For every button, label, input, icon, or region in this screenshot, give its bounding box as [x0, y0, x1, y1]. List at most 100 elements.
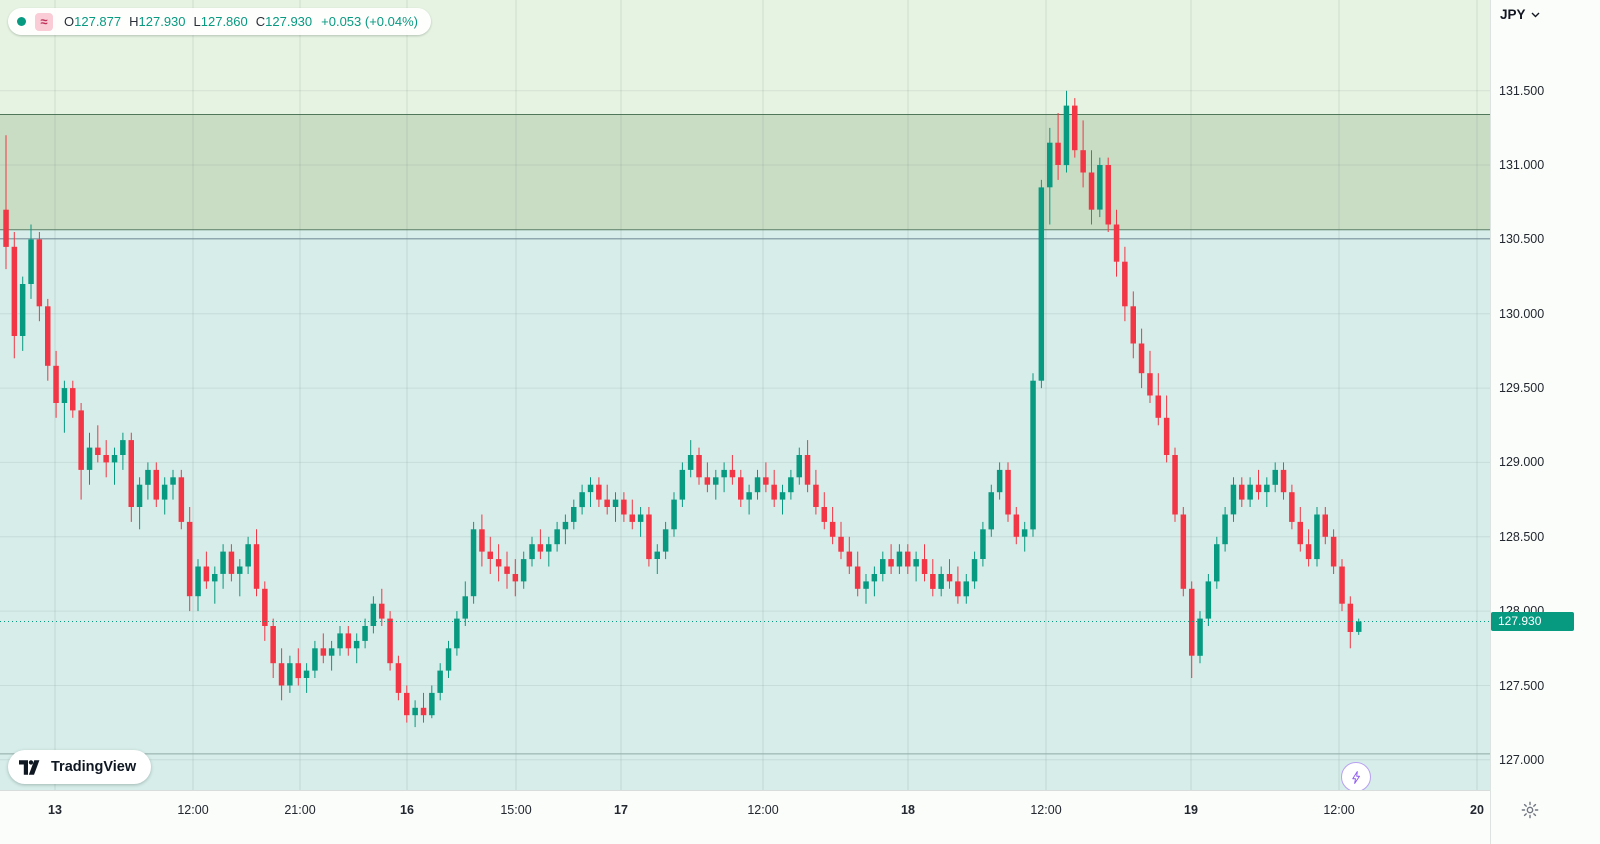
candle [604, 484, 610, 515]
price-tick-label: 128.500 [1499, 529, 1545, 544]
candle [95, 425, 101, 463]
candle [988, 484, 994, 537]
time-tick-label: 13 [48, 803, 62, 817]
candle [1247, 477, 1253, 507]
candle [687, 440, 694, 478]
candle [1214, 536, 1220, 589]
candle [1339, 559, 1345, 612]
candle [353, 633, 360, 664]
time-tick-label: 12:00 [177, 803, 209, 817]
chevron-down-icon [1531, 12, 1540, 17]
high-readout: H127.930 [129, 14, 185, 29]
zones-layer [0, 0, 1490, 790]
candle [938, 566, 944, 597]
candle [721, 462, 727, 493]
candle [1105, 157, 1111, 232]
lightning-button[interactable] [1341, 762, 1371, 790]
candle [996, 462, 1003, 500]
candle [228, 544, 235, 582]
candle [295, 648, 301, 686]
candle [1130, 291, 1136, 359]
candle [362, 618, 368, 649]
candle [1322, 507, 1328, 545]
candle [1097, 157, 1103, 218]
candle [671, 492, 677, 537]
price-axis[interactable]: JPY 131.500 131.000 130.500 130.000 129.500 1… [1490, 0, 1600, 844]
settings-gear-icon[interactable] [1520, 800, 1540, 820]
time-tick-label: 18 [901, 803, 915, 817]
chart-plot-area[interactable]: ≈ O127.877 H127.930 L127.860 C127.930 +0… [0, 0, 1490, 790]
indicator-icon[interactable]: ≈ [35, 12, 53, 31]
candle [1255, 469, 1262, 500]
candle [379, 588, 385, 626]
candle [1113, 209, 1120, 277]
price-zone [0, 229, 1490, 790]
candle [1205, 574, 1212, 626]
candle [537, 529, 544, 560]
candle [345, 626, 352, 656]
high-label: H [129, 14, 139, 29]
candle [278, 648, 285, 701]
candle [1172, 447, 1178, 522]
price-tick-label: 129.500 [1499, 381, 1545, 396]
candle [195, 559, 201, 612]
current-price-badge: 127.930 [1491, 612, 1574, 631]
candle [1147, 350, 1153, 403]
candle [28, 224, 34, 299]
candle [186, 507, 193, 612]
candle [921, 544, 928, 582]
candle [495, 544, 502, 582]
tradingview-logo[interactable]: TradingView [8, 750, 152, 784]
grid-layer [0, 0, 1490, 790]
candle [404, 685, 410, 723]
time-tick-label: 16 [400, 803, 414, 817]
candle [103, 440, 109, 478]
candle [36, 232, 43, 322]
candle [880, 551, 886, 582]
candle [696, 447, 702, 485]
candle [328, 640, 335, 671]
candle [679, 462, 686, 507]
candle [1072, 98, 1078, 158]
candle [145, 462, 151, 500]
candle [395, 655, 402, 701]
candle [479, 514, 485, 567]
price-tick-label: 127.500 [1499, 678, 1545, 693]
candle [1080, 120, 1086, 188]
candle [86, 432, 93, 485]
candle [896, 544, 903, 574]
candle [654, 544, 660, 574]
currency-label: JPY [1500, 7, 1526, 22]
candlestick-chart [0, 0, 1490, 790]
candle [579, 484, 585, 515]
candle [1138, 328, 1145, 389]
low-label: L [193, 14, 201, 29]
candle [1055, 113, 1061, 180]
candle [1005, 462, 1011, 522]
candle [19, 276, 26, 351]
candle [838, 521, 844, 560]
candle [153, 462, 159, 507]
tradingview-logo-text: TradingView [51, 759, 137, 775]
candle [704, 462, 711, 493]
candle [1297, 507, 1303, 552]
open-readout: O127.877 [64, 14, 121, 29]
candle [3, 135, 9, 270]
low-readout: L127.860 [194, 14, 248, 29]
candle [1189, 581, 1195, 678]
series-dot-icon[interactable] [17, 17, 26, 26]
currency-selector[interactable]: JPY [1500, 7, 1540, 22]
candle [1180, 507, 1187, 597]
price-tick-label: 131.000 [1499, 158, 1545, 172]
candle [888, 544, 894, 574]
close-readout: C127.930 [256, 14, 312, 29]
candle [788, 469, 794, 500]
candle [854, 551, 861, 597]
candle [370, 596, 377, 634]
time-axis[interactable]: 13 12:00 21:00 16 15:00 17 12:00 18 12:00 19 12:00… [0, 790, 1490, 844]
candle [771, 469, 777, 507]
candle [971, 551, 978, 589]
candle [136, 477, 143, 530]
candle [529, 536, 535, 567]
